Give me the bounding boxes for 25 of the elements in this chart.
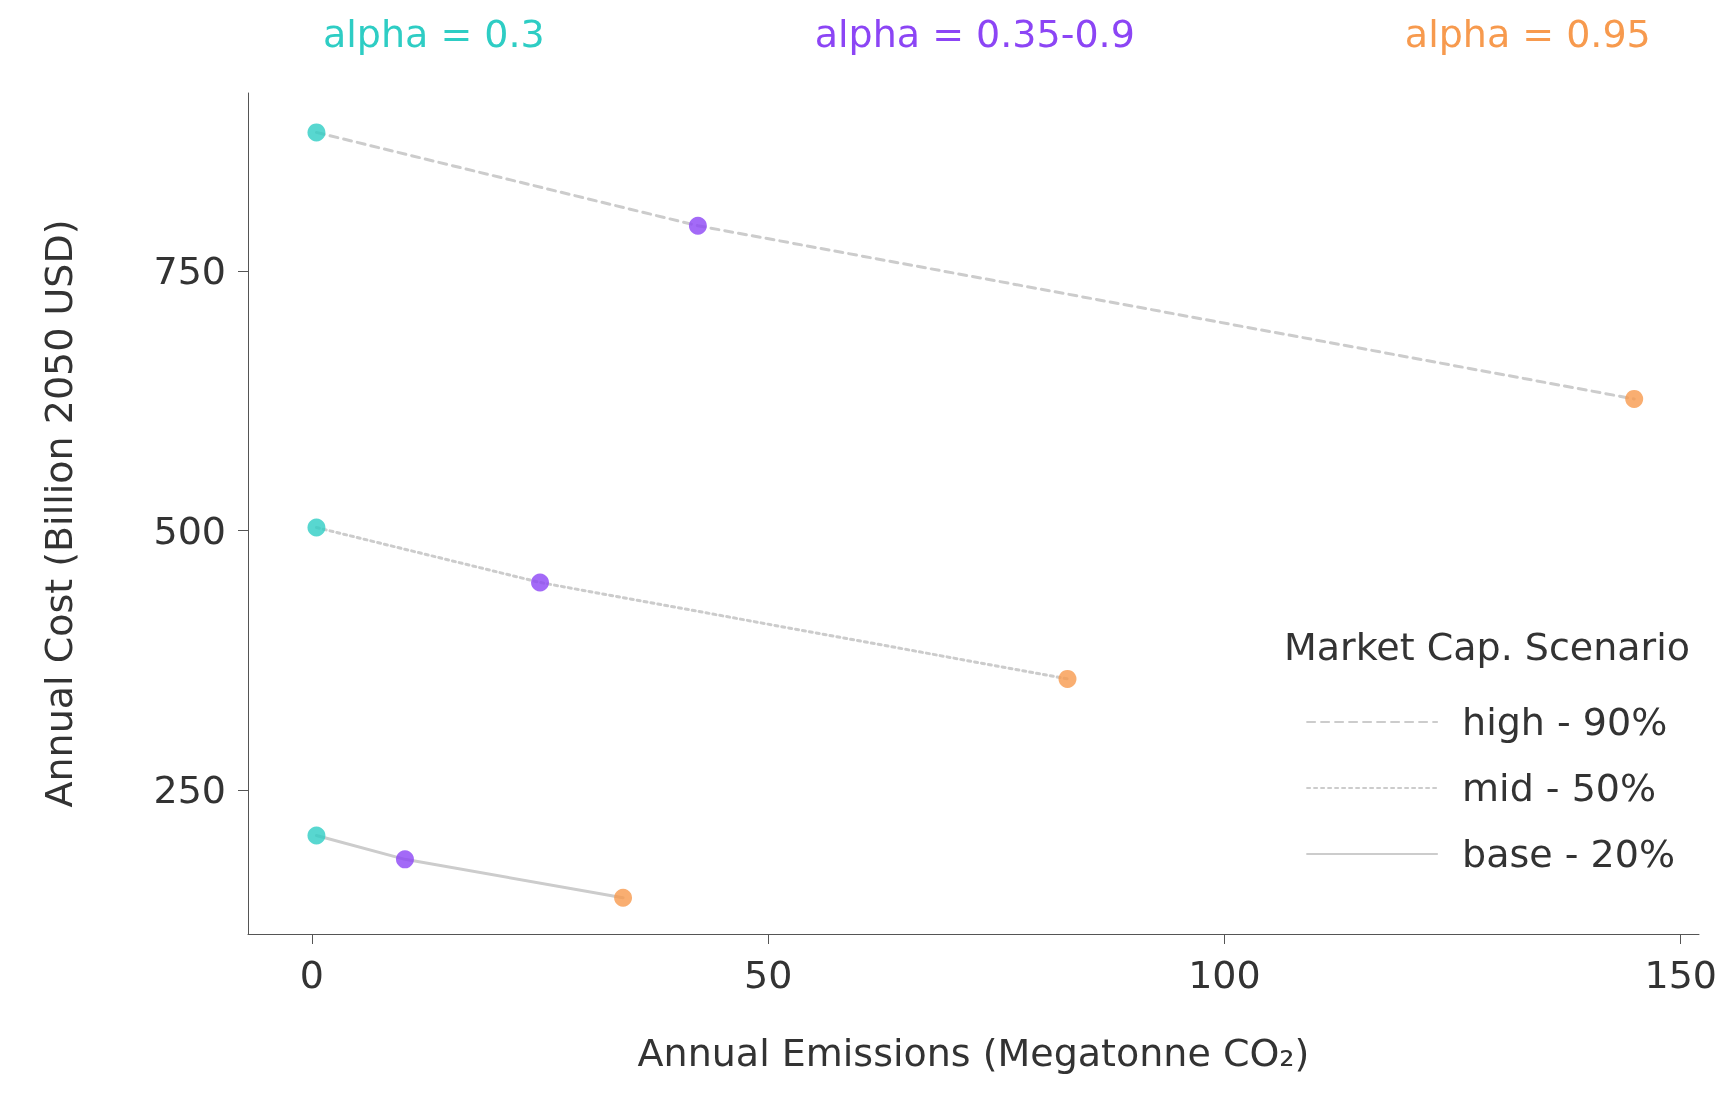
text: alpha = 0.35-0.9 xyxy=(814,12,1135,56)
x-tick-label: 100 xyxy=(1188,953,1261,997)
y-tick-label: 500 xyxy=(153,508,226,553)
series-label: alpha = 0.3 xyxy=(323,12,545,56)
point xyxy=(307,123,326,142)
point xyxy=(614,888,633,907)
point xyxy=(531,573,550,592)
text: alpha = 0.95 xyxy=(1404,12,1651,56)
x-axis-title: Annual Emissions (Megatonne CO₂) xyxy=(637,1031,1310,1075)
point xyxy=(307,826,326,845)
legend-label: high - 90% xyxy=(1462,700,1668,744)
x-tick-label: 50 xyxy=(743,953,793,997)
x-tick-label: 150 xyxy=(1644,953,1717,997)
legend-label: mid - 50% xyxy=(1462,766,1657,810)
x-tick-label: 0 xyxy=(299,953,324,997)
y-tick-label: 750 xyxy=(153,249,226,294)
point xyxy=(688,216,707,235)
legend-label: base - 20% xyxy=(1462,832,1676,876)
point xyxy=(1625,389,1644,408)
point xyxy=(307,518,326,537)
point xyxy=(1058,669,1077,688)
y-tick-label: 250 xyxy=(153,767,226,812)
legend-title: Market Cap. Scenario xyxy=(1284,625,1690,669)
point xyxy=(395,850,414,869)
y-axis-title: Annual Cost (Billion 2050 USD) xyxy=(37,219,81,808)
